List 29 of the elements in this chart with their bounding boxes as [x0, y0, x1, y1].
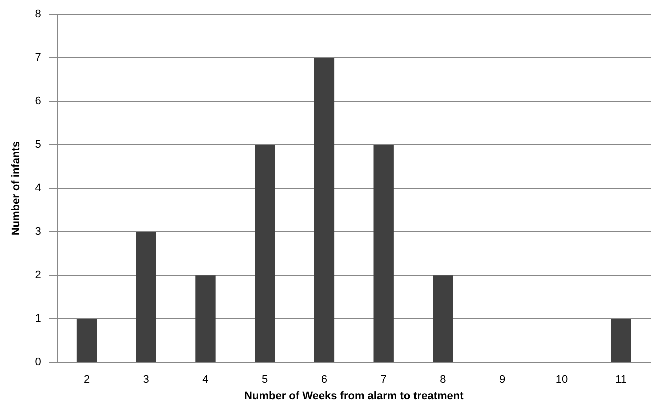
y-tick-label: 5 — [35, 139, 42, 152]
x-tick-label: 8 — [440, 374, 446, 386]
x-tick-label: 11 — [616, 374, 628, 386]
y-tick-label: 4 — [35, 182, 42, 195]
y-tick-label: 1 — [35, 313, 42, 326]
x-tick-label: 9 — [500, 374, 506, 386]
x-tick-label: 5 — [262, 374, 268, 386]
bar — [76, 319, 98, 362]
bar — [196, 276, 216, 362]
y-tick-label: 0 — [35, 356, 42, 369]
x-tick-label: 3 — [143, 374, 150, 386]
bar — [611, 319, 632, 362]
x-axis-title: Number of Weeks from alarm to treatment — [244, 390, 464, 402]
y-tick-label: 6 — [35, 96, 42, 108]
x-tick-label: 10 — [556, 374, 568, 386]
bar — [374, 145, 394, 362]
bar — [433, 276, 454, 362]
y-tick-label: 7 — [35, 52, 42, 64]
y-axis-title: Number of infants — [10, 142, 23, 236]
x-tick-label: 4 — [202, 374, 209, 386]
y-tick-label: 2 — [35, 270, 42, 282]
y-tick-label: 8 — [35, 8, 42, 21]
x-tick-label: 6 — [321, 374, 328, 386]
bar — [314, 58, 335, 362]
y-tick-label: 3 — [35, 226, 42, 238]
bar — [255, 145, 276, 362]
bar — [136, 232, 156, 362]
x-tick-label: 7 — [380, 374, 387, 386]
x-tick-label: 2 — [84, 374, 90, 386]
